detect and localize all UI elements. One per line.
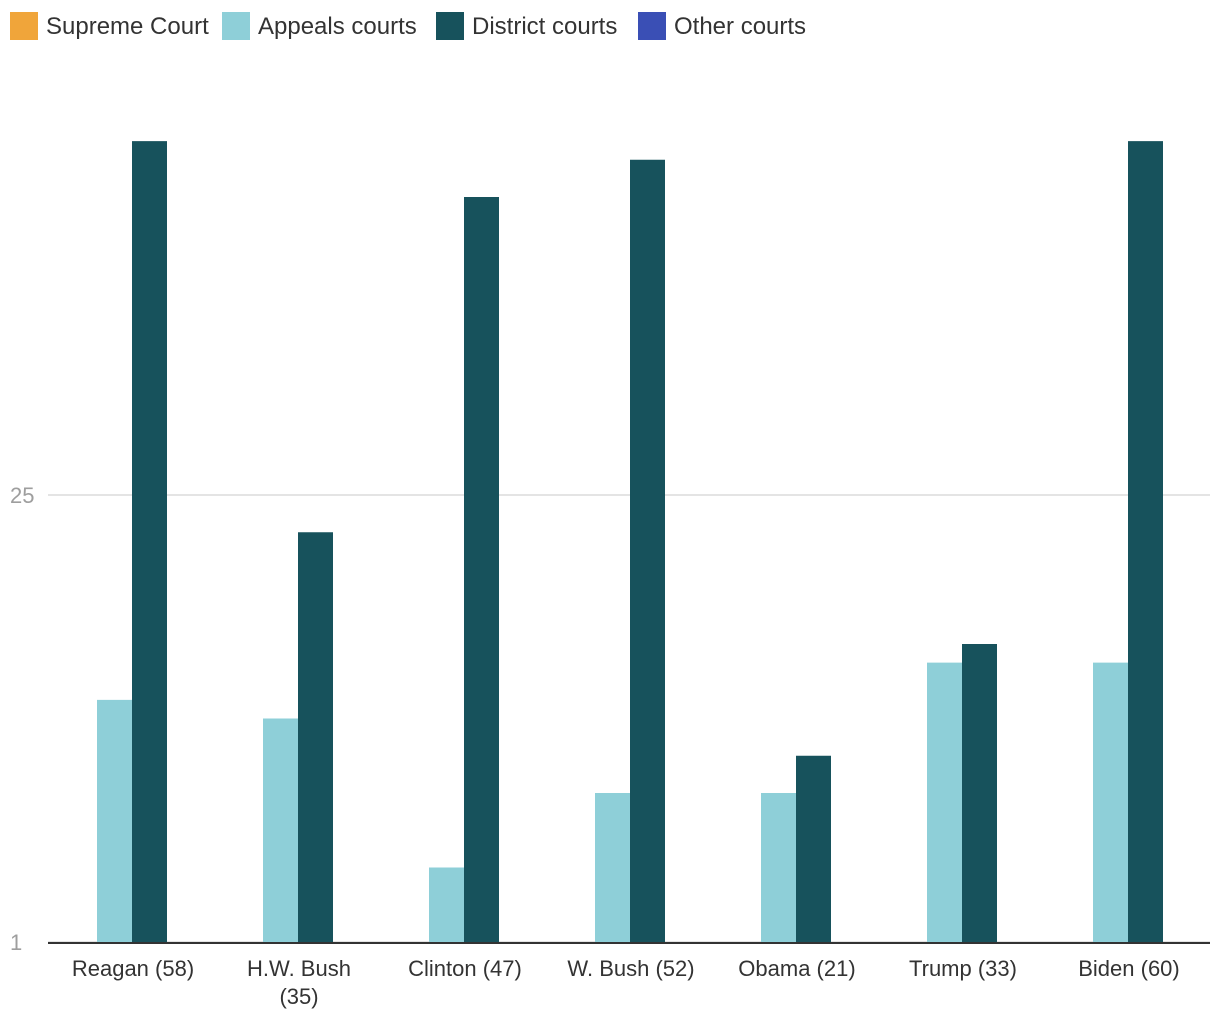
bar-h-w-bush-35-district-courts <box>298 532 333 943</box>
x-tick-label-biden-60: Biden (60) <box>1078 956 1180 981</box>
legend-swatch-other-courts <box>638 12 666 40</box>
bar-trump-33-district-courts <box>962 644 997 943</box>
x-tick-label-clinton-47: Clinton (47) <box>408 956 522 981</box>
bar-w-bush-52-appeals-courts <box>595 793 630 943</box>
bar-clinton-47-district-courts <box>464 197 499 943</box>
legend-label-district-courts: District courts <box>472 13 617 40</box>
legend-label-supreme-court: Supreme Court <box>46 13 209 40</box>
x-tick-label-trump-33: Trump (33) <box>909 956 1017 981</box>
x-axis-labels: Reagan (58) H.W. Bush (35) Clinton (47) W. B… <box>72 956 1180 1009</box>
legend-label-other-courts: Other courts <box>674 13 806 40</box>
bar-obama-21-district-courts <box>796 755 831 943</box>
legend-swatch-appeals-courts <box>222 12 250 40</box>
legend-label-appeals-courts: Appeals courts <box>258 13 417 40</box>
legend-swatch-supreme-court <box>10 12 38 40</box>
bars <box>62 141 1163 943</box>
x-tick-label-h-w-bush-35: H.W. Bush (35) <box>247 956 351 1009</box>
bar-trump-33-appeals-courts <box>927 662 962 943</box>
x-tick-label-w-bush-52: W. Bush (52) <box>567 956 694 981</box>
bar-h-w-bush-35-appeals-courts <box>263 718 298 943</box>
bar-clinton-47-appeals-courts <box>429 867 464 943</box>
bar-reagan-58-district-courts <box>132 141 167 943</box>
y-tick-label-25: 25 <box>10 483 34 508</box>
legend: Supreme Court Appeals courts District cour… <box>10 12 806 40</box>
bar-reagan-58-appeals-courts <box>97 699 132 943</box>
y-tick-label-1: 1 <box>10 930 22 955</box>
x-tick-label-obama-21: Obama (21) <box>738 956 855 981</box>
x-tick-label-reagan-58: Reagan (58) <box>72 956 194 981</box>
legend-swatch-district-courts <box>436 12 464 40</box>
bar-biden-60-appeals-courts <box>1093 662 1128 943</box>
bar-biden-60-district-courts <box>1128 141 1163 943</box>
bar-w-bush-52-district-courts <box>630 159 665 943</box>
bar-obama-21-appeals-courts <box>761 793 796 943</box>
